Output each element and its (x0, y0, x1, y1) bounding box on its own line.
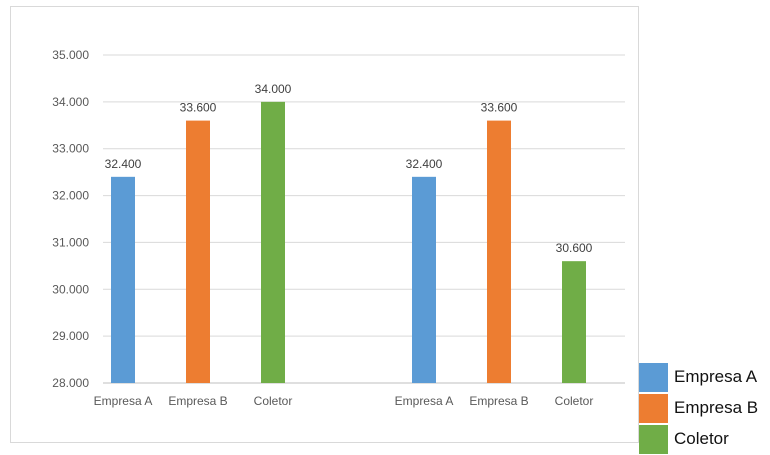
y-tick-label: 33.000 (52, 142, 89, 156)
legend: Empresa A Empresa B Coletor (639, 362, 770, 455)
x-axis-categories: Empresa A Empresa B Coletor Empresa A Empres… (94, 394, 594, 408)
x-category-label: Empresa B (469, 394, 528, 408)
data-label: 32.400 (105, 157, 142, 171)
bar-empresa-a (412, 176, 436, 383)
legend-label: Coletor (674, 429, 729, 448)
y-tick-label: 32.000 (52, 189, 89, 203)
bars (111, 101, 586, 383)
bar-chart: 28.000 29.000 30.000 31.000 32.000 33.000 34.0… (52, 48, 625, 408)
y-tick-label: 28.000 (52, 376, 89, 390)
data-labels: 32.400 33.600 34.000 32.400 33.600 30.600 (105, 82, 593, 255)
y-tick-label: 35.000 (52, 48, 89, 62)
bar-coletor (562, 261, 586, 383)
bar-coletor (261, 101, 285, 383)
legend-item-empresa-a: Empresa A (639, 362, 770, 392)
legend-item-empresa-b: Empresa B (639, 393, 770, 423)
data-label: 32.400 (406, 157, 443, 171)
data-label: 33.600 (481, 101, 518, 115)
data-label: 30.600 (556, 241, 593, 255)
legend-swatch-empresa-b (639, 393, 668, 423)
bar-empresa-b (186, 120, 210, 383)
legend-swatch-empresa-a (639, 362, 668, 392)
x-category-label: Coletor (254, 394, 293, 408)
bar-empresa-b (487, 120, 511, 383)
legend-label: Empresa A (674, 367, 758, 386)
y-tick-label: 31.000 (52, 235, 89, 249)
chart-area: 28.000 29.000 30.000 31.000 32.000 33.000 34.0… (10, 6, 639, 443)
x-category-label: Empresa A (94, 394, 153, 408)
data-label: 33.600 (180, 101, 217, 115)
legend-label: Empresa B (674, 398, 759, 417)
x-category-label: Empresa B (168, 394, 227, 408)
x-category-label: Empresa A (395, 394, 454, 408)
bar-empresa-a (111, 176, 135, 383)
y-axis-ticks: 28.000 29.000 30.000 31.000 32.000 33.000 34.0… (52, 48, 89, 390)
data-label: 34.000 (255, 82, 292, 96)
x-category-label: Coletor (555, 394, 594, 408)
y-tick-label: 34.000 (52, 95, 89, 109)
legend-item-coletor: Coletor (639, 424, 770, 454)
y-tick-label: 30.000 (52, 282, 89, 296)
legend-swatch-coletor (639, 424, 668, 454)
y-tick-label: 29.000 (52, 329, 89, 343)
